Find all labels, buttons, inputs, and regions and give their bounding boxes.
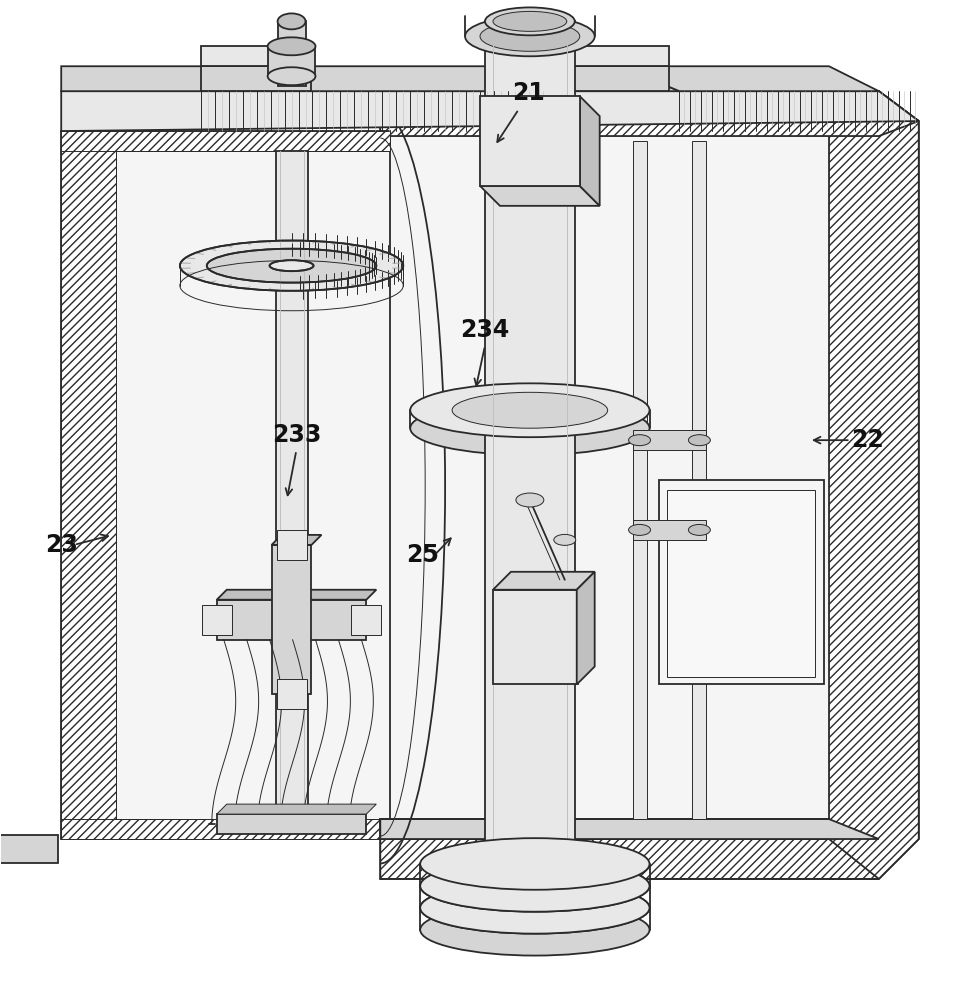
Ellipse shape	[688, 524, 709, 535]
Ellipse shape	[484, 7, 575, 35]
Ellipse shape	[452, 392, 607, 428]
Ellipse shape	[410, 401, 649, 455]
Bar	[351, 605, 381, 635]
Bar	[380, 819, 828, 839]
Polygon shape	[380, 839, 878, 879]
Polygon shape	[579, 96, 599, 206]
Polygon shape	[492, 572, 594, 590]
Bar	[216, 814, 366, 834]
Ellipse shape	[688, 435, 709, 446]
Bar	[492, 590, 578, 684]
Bar	[275, 151, 307, 819]
Ellipse shape	[269, 260, 313, 271]
Ellipse shape	[492, 11, 566, 31]
Polygon shape	[61, 131, 116, 839]
Ellipse shape	[267, 37, 315, 55]
Ellipse shape	[206, 249, 376, 283]
Polygon shape	[216, 590, 376, 600]
Bar	[632, 430, 705, 450]
Text: 21: 21	[512, 81, 545, 105]
Ellipse shape	[277, 13, 305, 29]
Ellipse shape	[420, 882, 649, 934]
Bar	[632, 520, 705, 540]
Bar	[267, 46, 315, 76]
Text: 25: 25	[405, 543, 438, 567]
Bar	[667, 490, 814, 677]
Bar	[277, 21, 305, 86]
Polygon shape	[61, 66, 678, 91]
Polygon shape	[61, 91, 918, 131]
Bar	[480, 96, 579, 186]
Polygon shape	[380, 91, 918, 136]
Polygon shape	[380, 91, 918, 879]
Polygon shape	[61, 131, 390, 151]
Polygon shape	[271, 535, 321, 545]
Ellipse shape	[516, 493, 544, 507]
Ellipse shape	[179, 241, 403, 291]
Polygon shape	[529, 46, 669, 66]
Bar	[216, 600, 366, 640]
Text: 22: 22	[850, 428, 883, 452]
Bar	[632, 141, 646, 819]
Bar	[276, 679, 306, 709]
Ellipse shape	[420, 838, 649, 890]
Polygon shape	[480, 186, 599, 206]
Text: 233: 233	[271, 423, 321, 447]
Ellipse shape	[480, 21, 579, 51]
Ellipse shape	[410, 383, 649, 437]
Ellipse shape	[420, 904, 649, 956]
Bar	[0, 835, 58, 863]
Ellipse shape	[420, 882, 649, 934]
Polygon shape	[828, 91, 918, 879]
Ellipse shape	[628, 435, 650, 446]
Text: 23: 23	[45, 533, 78, 557]
Bar	[276, 530, 306, 560]
Bar	[202, 605, 232, 635]
Text: 234: 234	[460, 318, 509, 342]
Ellipse shape	[628, 524, 650, 535]
Bar	[484, 21, 575, 869]
Polygon shape	[201, 66, 310, 91]
Polygon shape	[529, 66, 669, 91]
Polygon shape	[577, 572, 594, 684]
Polygon shape	[201, 46, 310, 66]
Bar	[692, 141, 705, 819]
Bar	[61, 131, 390, 839]
Ellipse shape	[420, 860, 649, 912]
Polygon shape	[380, 819, 878, 839]
Polygon shape	[619, 66, 878, 91]
Ellipse shape	[267, 67, 315, 85]
Polygon shape	[61, 819, 390, 839]
Bar	[271, 545, 311, 694]
Ellipse shape	[553, 534, 576, 545]
Bar	[659, 480, 824, 684]
Polygon shape	[216, 804, 376, 814]
Ellipse shape	[420, 860, 649, 912]
Ellipse shape	[464, 16, 594, 56]
